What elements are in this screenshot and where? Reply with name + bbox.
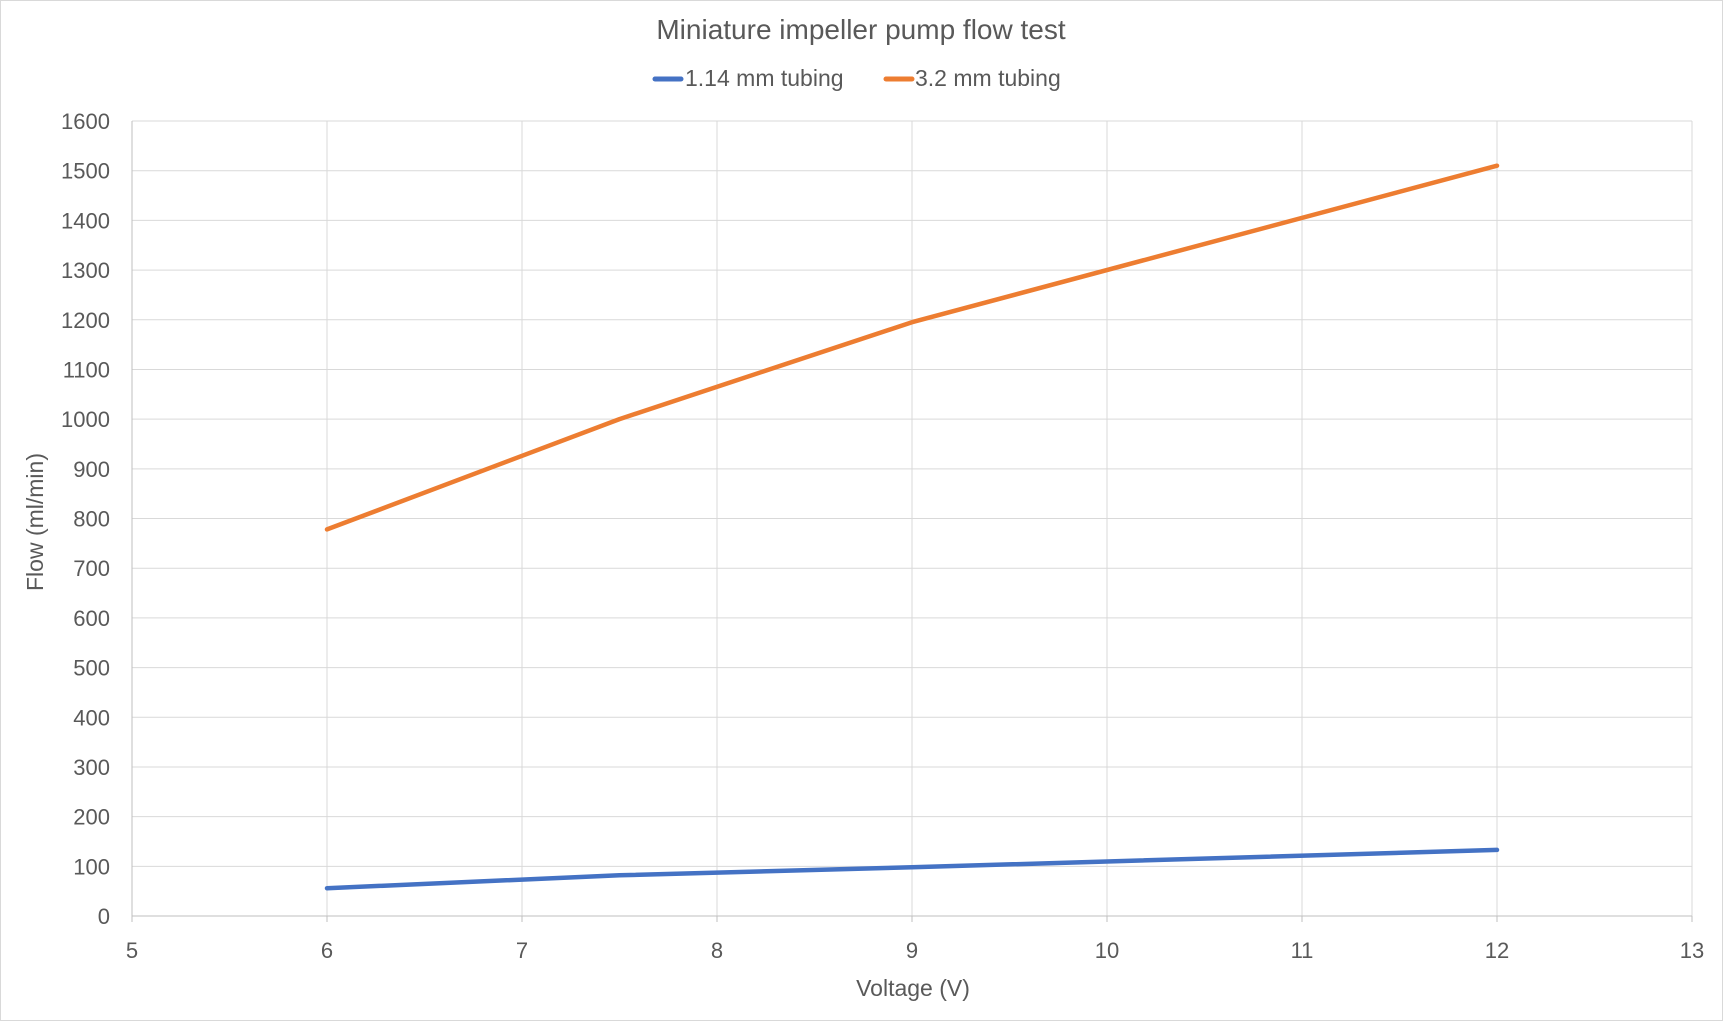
x-tick-label: 6 [321,938,333,963]
y-tick-label: 600 [73,606,110,631]
x-tick-label: 10 [1095,938,1119,963]
y-tick-label: 0 [98,904,110,929]
y-tick-label: 200 [73,805,110,830]
y-tick-label: 1300 [61,258,110,283]
plot-series [324,163,1500,891]
axes [131,121,1693,922]
x-tick-label: 5 [126,938,138,963]
y-tick-label: 1200 [61,308,110,333]
x-tick-label: 11 [1291,938,1314,963]
x-axis-title: Voltage (V) [856,975,970,1001]
y-tick-label: 400 [73,705,110,730]
y-axis-title: Flow (ml/min) [22,453,48,591]
x-tick-label: 9 [906,938,918,963]
y-tick-label: 1000 [61,407,110,432]
x-tick-label: 13 [1680,938,1704,963]
y-tick-label: 1400 [61,208,110,233]
y-tick-label: 500 [73,656,110,681]
y-tick-label: 300 [73,755,110,780]
tick-labels: 0 100 200 300 400 500 600 700 800 900 1000 1100 1200… [61,109,1704,963]
y-tick-label: 700 [73,556,110,581]
y-tick-label: 900 [73,457,110,482]
y-tick-label: 1500 [61,159,110,184]
x-tick-label: 8 [711,938,723,963]
legend-label-series-2: 3.2 mm tubing [915,65,1061,91]
y-tick-label: 800 [73,507,110,532]
y-tick-label: 1100 [63,357,110,382]
gridlines [132,120,1693,916]
legend: 1.14 mm tubing 3.2 mm tubing [652,65,1061,91]
y-tick-label: 100 [73,854,110,879]
legend-label-series-1: 1.14 mm tubing [685,65,844,91]
x-tick-label: 7 [516,938,528,963]
y-tick-label: 1600 [61,109,110,134]
series-line-1 [324,847,1500,891]
x-tick-label: 12 [1485,938,1509,963]
chart-title: Miniature impeller pump flow test [656,14,1065,45]
series-line-2 [324,163,1500,532]
